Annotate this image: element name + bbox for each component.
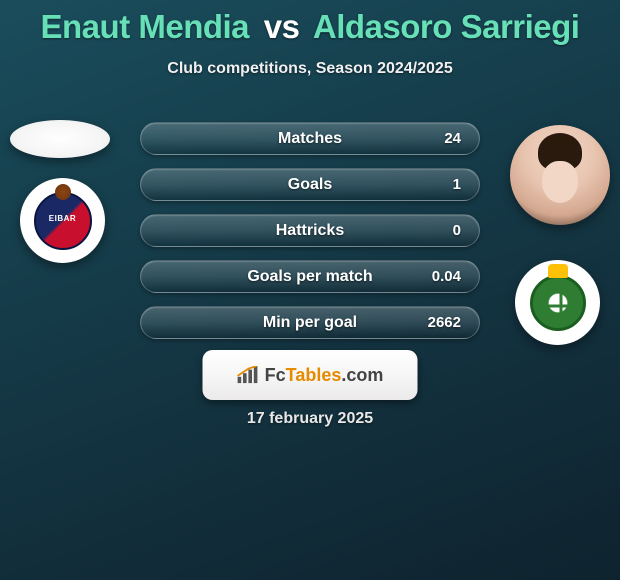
player1-name: Enaut Mendia xyxy=(41,8,250,45)
stat-right-value: 24 xyxy=(421,130,461,147)
vs-label: vs xyxy=(264,8,300,45)
stat-right-value: 2662 xyxy=(421,314,461,331)
eibar-badge-icon xyxy=(34,192,92,250)
stat-right-value: 0 xyxy=(421,222,461,239)
stat-row-hattricks: Hattricks 0 xyxy=(140,214,480,247)
racing-badge-icon xyxy=(530,275,586,331)
date-label: 17 february 2025 xyxy=(0,410,620,428)
player2-avatar xyxy=(510,125,610,225)
stat-row-goals: Goals 1 xyxy=(140,168,480,201)
player1-avatar xyxy=(10,120,110,158)
stat-right-value: 0.04 xyxy=(421,268,461,285)
player2-name: Aldasoro Sarriegi xyxy=(313,8,580,45)
player1-club-logo xyxy=(20,178,105,263)
branding-text: FcTables.com xyxy=(265,365,384,386)
chart-icon xyxy=(237,366,259,384)
branding-accent: Tables xyxy=(286,365,342,385)
page-title: Enaut Mendia vs Aldasoro Sarriegi xyxy=(0,0,620,46)
branding-prefix: Fc xyxy=(265,365,286,385)
branding-box: FcTables.com xyxy=(203,350,418,400)
stat-row-min-per-goal: Min per goal 2662 xyxy=(140,306,480,339)
subtitle: Club competitions, Season 2024/2025 xyxy=(0,60,620,78)
stats-table: Matches 24 Goals 1 Hattricks 0 Goals per… xyxy=(140,122,480,352)
stat-row-goals-per-match: Goals per match 0.04 xyxy=(140,260,480,293)
player2-club-logo xyxy=(515,260,600,345)
branding-suffix: .com xyxy=(341,365,383,385)
stat-right-value: 1 xyxy=(421,176,461,193)
stat-row-matches: Matches 24 xyxy=(140,122,480,155)
